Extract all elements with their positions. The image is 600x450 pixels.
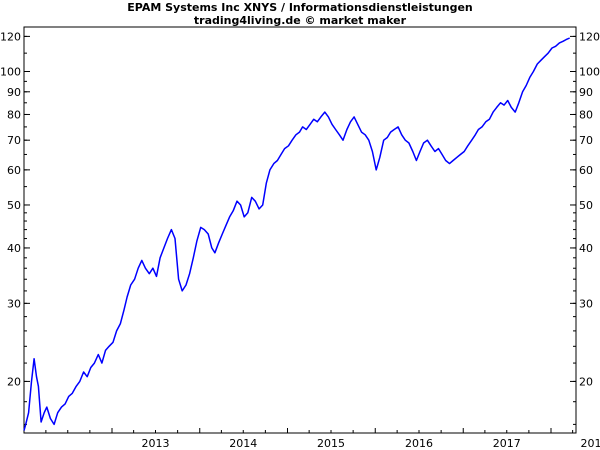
chart-title: EPAM Systems Inc XNYS / Informationsdien… bbox=[127, 1, 473, 14]
x-tick-label: 2014 bbox=[229, 437, 257, 450]
x-tick-label: 2015 bbox=[317, 437, 345, 450]
plot-frame bbox=[23, 26, 577, 434]
price-line bbox=[23, 37, 571, 431]
y-tick-label-right: 60 bbox=[579, 164, 593, 177]
x-tick-label: 2016 bbox=[405, 437, 433, 450]
y-tick-label-left: 20 bbox=[7, 375, 21, 388]
y-tick-label-left: 80 bbox=[7, 108, 21, 121]
series-group bbox=[23, 37, 571, 431]
y-tick-label-left: 120 bbox=[0, 30, 21, 43]
chart-subtitle: trading4living.de © market maker bbox=[193, 14, 407, 27]
y-tick-label-right: 40 bbox=[579, 242, 593, 255]
y-tick-label-right: 80 bbox=[579, 108, 593, 121]
y-tick-label-left: 30 bbox=[7, 297, 21, 310]
y-tick-label-left: 60 bbox=[7, 164, 21, 177]
y-tick-label-left: 50 bbox=[7, 199, 21, 212]
y-tick-label-right: 20 bbox=[579, 375, 593, 388]
y-tick-label-right: 50 bbox=[579, 199, 593, 212]
y-tick-label-right: 30 bbox=[579, 297, 593, 310]
x-axis: 2013 2014 2015 2016 2017 2018 bbox=[45, 428, 600, 450]
x-tick-label: 2013 bbox=[142, 437, 170, 450]
y-tick-label-right: 90 bbox=[579, 86, 593, 99]
y-tick-label-left: 100 bbox=[0, 66, 21, 79]
y-tick-label-right: 100 bbox=[579, 66, 600, 79]
y-axis-right: 20 30 40 50 60 70 80 90 100 120 bbox=[570, 30, 600, 425]
y-tick-label-right: 120 bbox=[579, 30, 600, 43]
y-tick-label-left: 90 bbox=[7, 86, 21, 99]
y-axis-left: 20 30 40 50 60 70 80 90 100 120 bbox=[0, 30, 30, 425]
x-tick-label: 2018 bbox=[581, 437, 600, 450]
x-tick-label: 2017 bbox=[493, 437, 521, 450]
y-tick-label-right: 70 bbox=[579, 134, 593, 147]
y-tick-label-left: 70 bbox=[7, 134, 21, 147]
y-tick-label-left: 40 bbox=[7, 242, 21, 255]
